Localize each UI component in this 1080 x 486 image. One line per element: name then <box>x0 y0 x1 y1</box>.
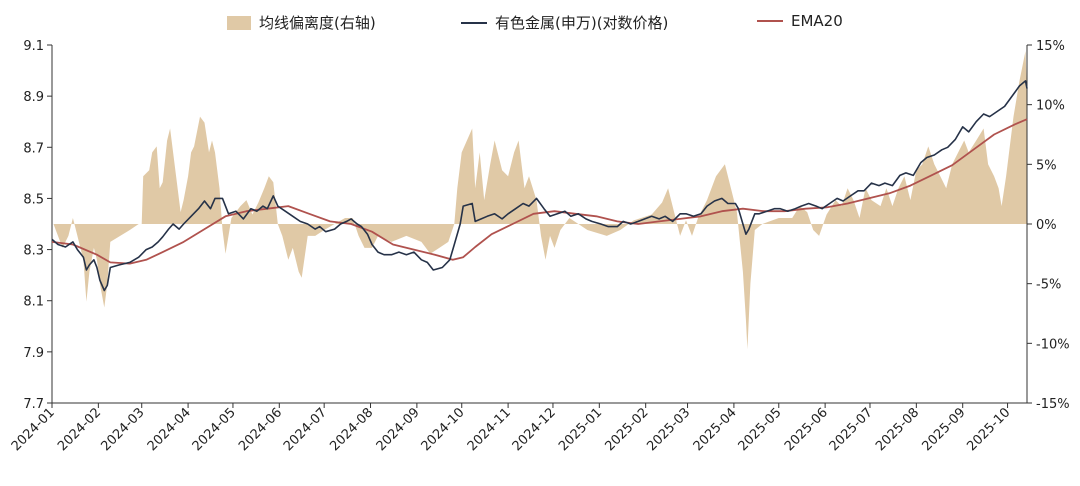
right-tick-label: -10% <box>1036 337 1070 352</box>
right-tick-label: 10% <box>1036 99 1065 114</box>
left-tick-label: 7.7 <box>23 397 44 412</box>
left-tick-label: 8.5 <box>23 192 44 207</box>
legend-label-ema: EMA20 <box>791 12 843 30</box>
x-tick-label: 2024-11 <box>465 405 514 454</box>
x-tick-label: 2025-06 <box>782 405 831 454</box>
tick-label-layer: 7.7 7.9 8.1 8.3 8.5 8.7 8.9 9.1 -15% -10% -5% 0% 5% 1… <box>9 39 1070 454</box>
x-tick-label: 2025-09 <box>920 405 969 454</box>
ema-line-layer <box>51 118 1028 265</box>
legend-swatch-price <box>461 21 487 24</box>
x-tick-label: 2025-03 <box>644 405 693 454</box>
left-tick-label: 9.1 <box>23 39 44 54</box>
legend-swatch-deviation <box>227 15 251 30</box>
left-tick-label: 7.9 <box>23 346 44 361</box>
right-tick-label: -5% <box>1036 278 1061 293</box>
legend-item-price: 有色金属(申万)(对数价格) <box>461 12 668 33</box>
left-tick-label: 8.7 <box>23 141 44 156</box>
legend-item-deviation: 均线偏离度(右轴) <box>227 12 376 33</box>
left-tick-label: 8.3 <box>23 244 44 259</box>
x-tick-label: 2024-10 <box>419 405 468 454</box>
legend-swatch-ema <box>757 20 783 22</box>
left-tick-label: 8.9 <box>23 90 44 105</box>
x-tick-label: 2024-04 <box>145 405 194 454</box>
x-tick-label: 2024-03 <box>99 405 148 454</box>
x-tick-label: 2024-12 <box>510 405 559 454</box>
x-tick-label: 2024-08 <box>327 405 376 454</box>
x-tick-label: 2025-02 <box>602 405 651 454</box>
price-line-layer <box>51 80 1028 292</box>
legend-label-deviation: 均线偏离度(右轴) <box>259 14 376 32</box>
x-tick-label: 2025-07 <box>827 405 876 454</box>
right-tick-label: 5% <box>1036 158 1057 173</box>
x-tick-label: 2025-08 <box>873 405 922 454</box>
deviation-area-layer <box>53 51 1027 350</box>
x-tick-label: 2024-06 <box>236 405 285 454</box>
right-tick-label: 15% <box>1036 39 1065 54</box>
x-tick-label: 2024-01 <box>9 405 58 454</box>
legend-label-price: 有色金属(申万)(对数价格) <box>495 14 669 32</box>
x-tick-label: 2024-07 <box>281 405 330 454</box>
right-tick-label: 0% <box>1036 218 1057 233</box>
x-tick-label: 2024-09 <box>374 405 423 454</box>
x-tick-label: 2025-05 <box>736 405 785 454</box>
x-tick-label: 2025-01 <box>556 405 605 454</box>
right-tick-label: -15% <box>1036 397 1070 412</box>
x-tick-label: 2024-05 <box>190 405 239 454</box>
ema20-line <box>51 118 1028 265</box>
x-tick-label: 2025-04 <box>691 405 740 454</box>
x-tick-label: 2025-10 <box>964 405 1013 454</box>
price-line <box>51 80 1028 292</box>
legend: 均线偏离度(右轴) 有色金属(申万)(对数价格) EMA20 <box>0 12 1080 38</box>
legend-item-ema: EMA20 <box>757 12 843 30</box>
deviation-area <box>53 51 1027 350</box>
left-tick-label: 8.1 <box>23 295 44 310</box>
x-tick-label: 2024-02 <box>55 405 104 454</box>
